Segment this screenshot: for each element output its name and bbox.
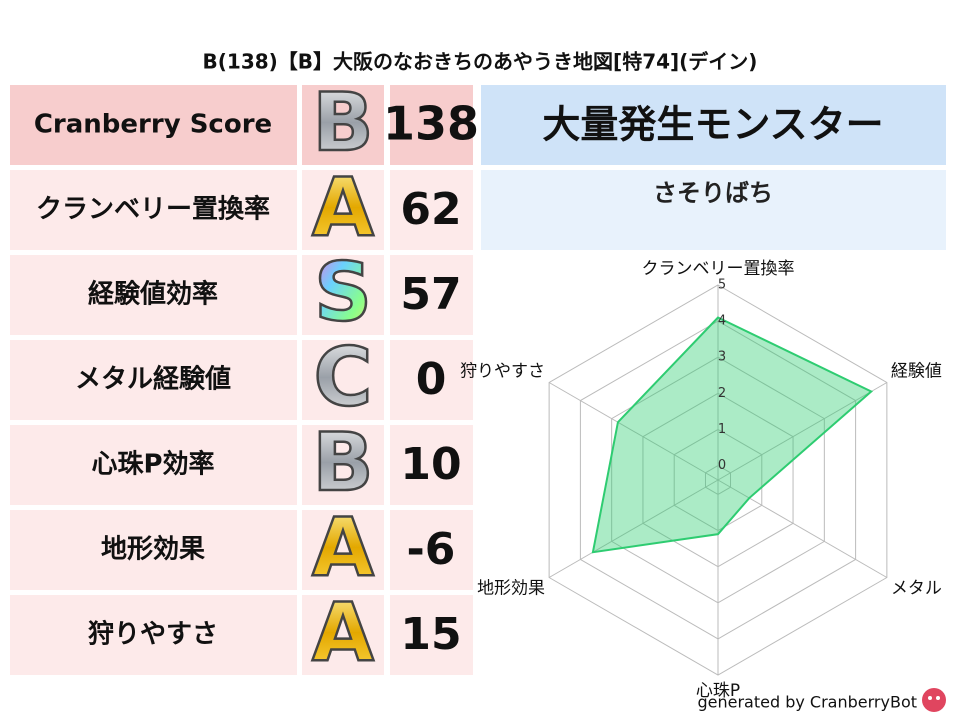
axis-label: 狩りやすさ <box>460 362 545 382</box>
score: 15 <box>400 609 461 660</box>
grade-cell <box>302 510 384 590</box>
score: 57 <box>400 269 461 320</box>
score-cell <box>390 170 473 250</box>
grade: A <box>312 501 374 594</box>
axis-label: 経験値 <box>891 362 942 382</box>
grade: S <box>314 246 372 339</box>
score: 62 <box>400 184 461 235</box>
grade-cell <box>302 595 384 675</box>
bot-eye <box>936 696 940 700</box>
label-cell <box>10 85 297 165</box>
monster-header-cell <box>481 85 946 165</box>
r-tick-label: 5 <box>718 278 726 293</box>
row-label: 経験値効率 <box>88 279 218 310</box>
grade: A <box>312 586 374 679</box>
label-cell <box>10 595 297 675</box>
row-label: 狩りやすさ <box>88 620 218 650</box>
axis-label: 心珠P <box>696 681 740 701</box>
grade: B <box>313 76 374 169</box>
bot-eye <box>928 696 932 700</box>
r-tick-label: 2 <box>718 386 726 401</box>
score-cell <box>390 510 473 590</box>
r-tick-label: 3 <box>718 350 726 365</box>
r-tick-label: 1 <box>718 422 726 437</box>
axis-label: メタル <box>891 579 942 599</box>
row-label: 心珠P効率 <box>91 449 214 480</box>
grade-cell <box>302 85 384 165</box>
spoke <box>717 382 888 481</box>
label-cell <box>10 340 297 420</box>
score: 10 <box>400 439 461 490</box>
r-tick-label: 4 <box>718 314 726 329</box>
r-tick-label: 0 <box>718 458 726 473</box>
bot-icon <box>922 688 946 712</box>
footer: generated by CranberryBot <box>697 693 917 712</box>
row-label: 地形効果 <box>101 534 205 565</box>
monster-name: さそりばち <box>653 179 773 207</box>
score: -6 <box>407 524 456 575</box>
axis-label: クランベリー置換率 <box>642 259 795 279</box>
row-label: Cranberry Score <box>34 110 272 140</box>
axis-label: 地形効果 <box>477 579 545 599</box>
grade-cell <box>302 340 384 420</box>
score-cell <box>390 425 473 505</box>
score-cell <box>390 595 473 675</box>
row-label: メタル経験値 <box>75 364 231 395</box>
score-cell <box>390 255 473 335</box>
grade: A <box>312 161 374 254</box>
grade-cell <box>302 255 384 335</box>
score-cell <box>390 85 473 165</box>
grade-cell <box>302 425 384 505</box>
grade: B <box>313 416 374 509</box>
row-label: クランベリー置換率 <box>36 194 270 225</box>
score: 138 <box>383 97 479 151</box>
spoke <box>717 479 888 578</box>
label-cell <box>10 510 297 590</box>
monster-name-cell <box>481 170 946 250</box>
score: 0 <box>416 354 447 405</box>
monster-header: 大量発生モンスター <box>542 103 883 147</box>
title: B(138)【B】大阪のなおきちのあやうき地図[特74](デイン) <box>203 50 758 74</box>
grade-cell <box>302 170 384 250</box>
radar-area <box>591 316 874 554</box>
spoke <box>548 382 719 481</box>
label-cell <box>10 255 297 335</box>
label-cell <box>10 170 297 250</box>
spoke <box>548 479 719 578</box>
score-cell <box>390 340 473 420</box>
grade: C <box>314 331 373 424</box>
label-cell <box>10 425 297 505</box>
